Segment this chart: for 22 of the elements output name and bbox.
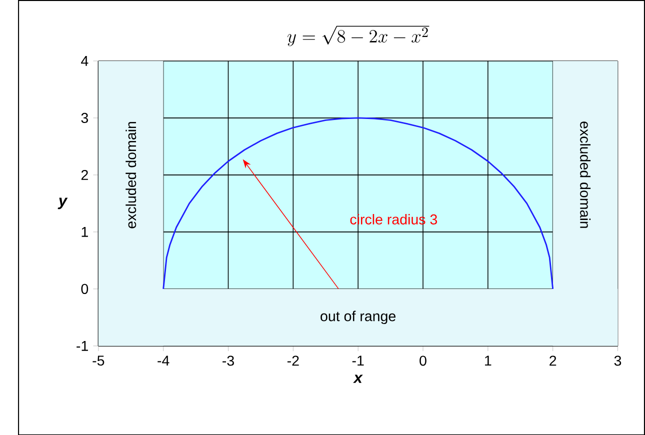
band-label: excluded domain — [126, 122, 136, 228]
y-axis-title: y — [58, 198, 68, 209]
x-axis-title: x — [353, 374, 363, 383]
x-tick-label: -5 — [92, 356, 104, 366]
y-tick-label: -1 — [76, 340, 88, 351]
x-tick-label: -1 — [352, 356, 364, 366]
x-tick-label: -3 — [222, 356, 234, 366]
x-tick-label: -2 — [287, 356, 299, 366]
x-tick-label: 0 — [420, 356, 426, 366]
x-tick-label: 1 — [485, 356, 492, 366]
band-label: out of range — [320, 310, 396, 324]
y-tick-label: 3 — [81, 112, 88, 123]
band-label: excluded domain — [580, 121, 591, 228]
y-tick-label: 0 — [81, 284, 88, 294]
x-tick-label: -4 — [158, 356, 170, 366]
y-tick-label: 2 — [81, 170, 88, 180]
x-tick-label: 2 — [550, 356, 556, 366]
x-tick-label: 3 — [614, 356, 622, 366]
chart-title: $y=\sqrt{8-2x-x^{2}}$ — [287, 26, 430, 46]
y-tick-label: 4 — [81, 56, 88, 66]
line-series — [162, 117, 554, 290]
y-tick-label: 1 — [82, 226, 88, 237]
